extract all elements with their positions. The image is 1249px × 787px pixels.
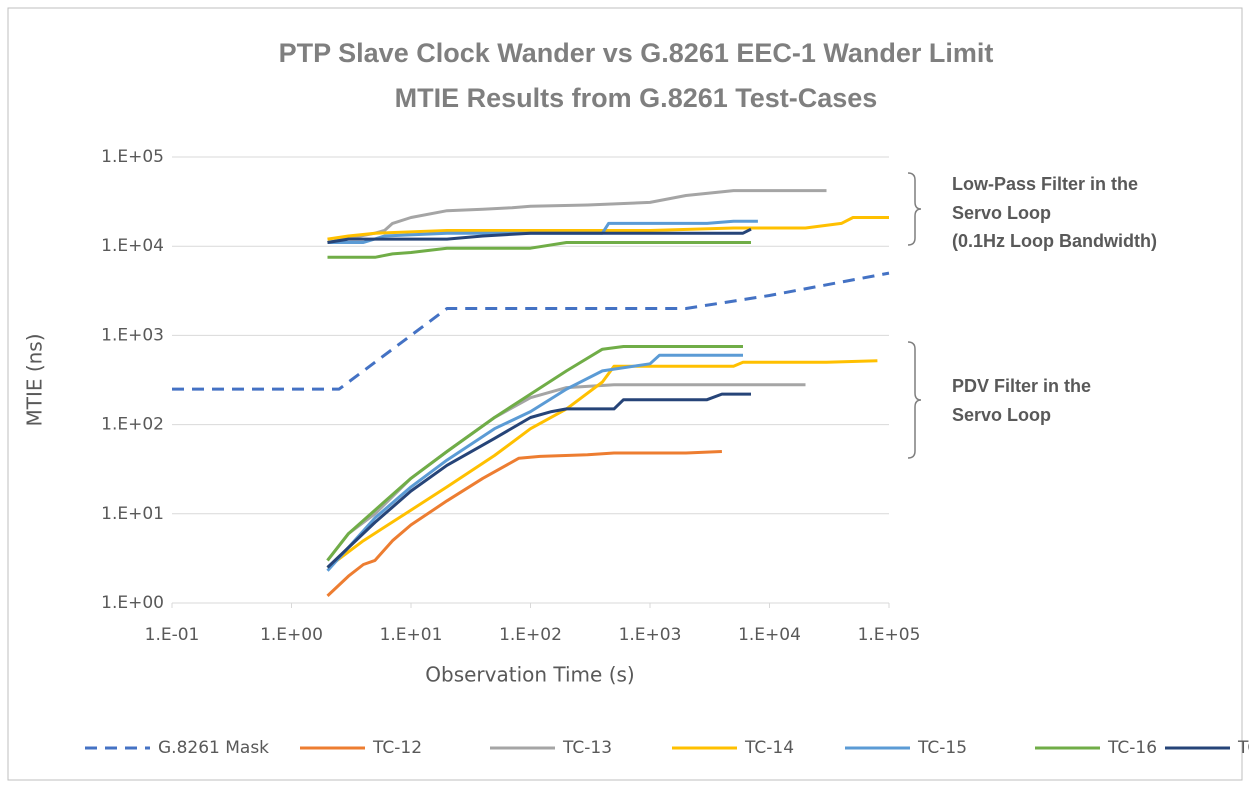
series-line <box>172 271 890 391</box>
y-tick-label: 1.E+01 <box>101 504 164 524</box>
series-line <box>326 227 752 569</box>
legend-label: TC-14 <box>744 738 794 758</box>
annotation: Low-Pass Filter in the <box>952 174 1138 194</box>
brace <box>907 172 922 246</box>
y-tick-label: 1.E+00 <box>101 593 164 613</box>
legend-label: TC-15 <box>917 738 967 758</box>
series-line <box>326 450 722 597</box>
x-tick-label: 1.E-01 <box>145 625 200 645</box>
y-tick-label: 1.E+04 <box>101 236 164 256</box>
x-tick-label: 1.E+02 <box>499 625 562 645</box>
annotation: (0.1Hz Loop Bandwidth) <box>952 231 1157 251</box>
annotation: PDV Filter in the <box>952 376 1091 396</box>
x-tick-label: 1.E+01 <box>380 625 443 645</box>
y-tick-label: 1.E+02 <box>101 415 164 435</box>
series-line <box>326 241 751 562</box>
legend-label: TC-13 <box>562 738 612 758</box>
x-tick-label: 1.E+00 <box>260 625 323 645</box>
x-tick-label: 1.E+05 <box>858 625 921 645</box>
annotation: Servo Loop <box>952 405 1051 425</box>
y-tick-label: 1.E+05 <box>101 147 164 167</box>
x-tick-label: 1.E+04 <box>738 625 801 645</box>
chart-subtitle: MTIE Results from G.8261 Test-Cases <box>395 83 878 113</box>
legend-label: TC-17 <box>1237 738 1249 758</box>
legend-label: TC-12 <box>372 738 422 758</box>
x-tick-label: 1.E+03 <box>619 625 682 645</box>
y-tick-label: 1.E+03 <box>101 325 164 345</box>
annotation: Servo Loop <box>952 203 1051 223</box>
chart-frame <box>7 7 1243 781</box>
x-axis-label: Observation Time (s) <box>425 663 634 687</box>
chart-title: PTP Slave Clock Wander vs G.8261 EEC-1 W… <box>279 38 994 68</box>
legend-label: TC-16 <box>1107 738 1157 758</box>
y-axis-label: MTIE (ns) <box>23 333 47 426</box>
legend-label: G.8261 Mask <box>158 738 269 758</box>
brace <box>907 341 922 459</box>
